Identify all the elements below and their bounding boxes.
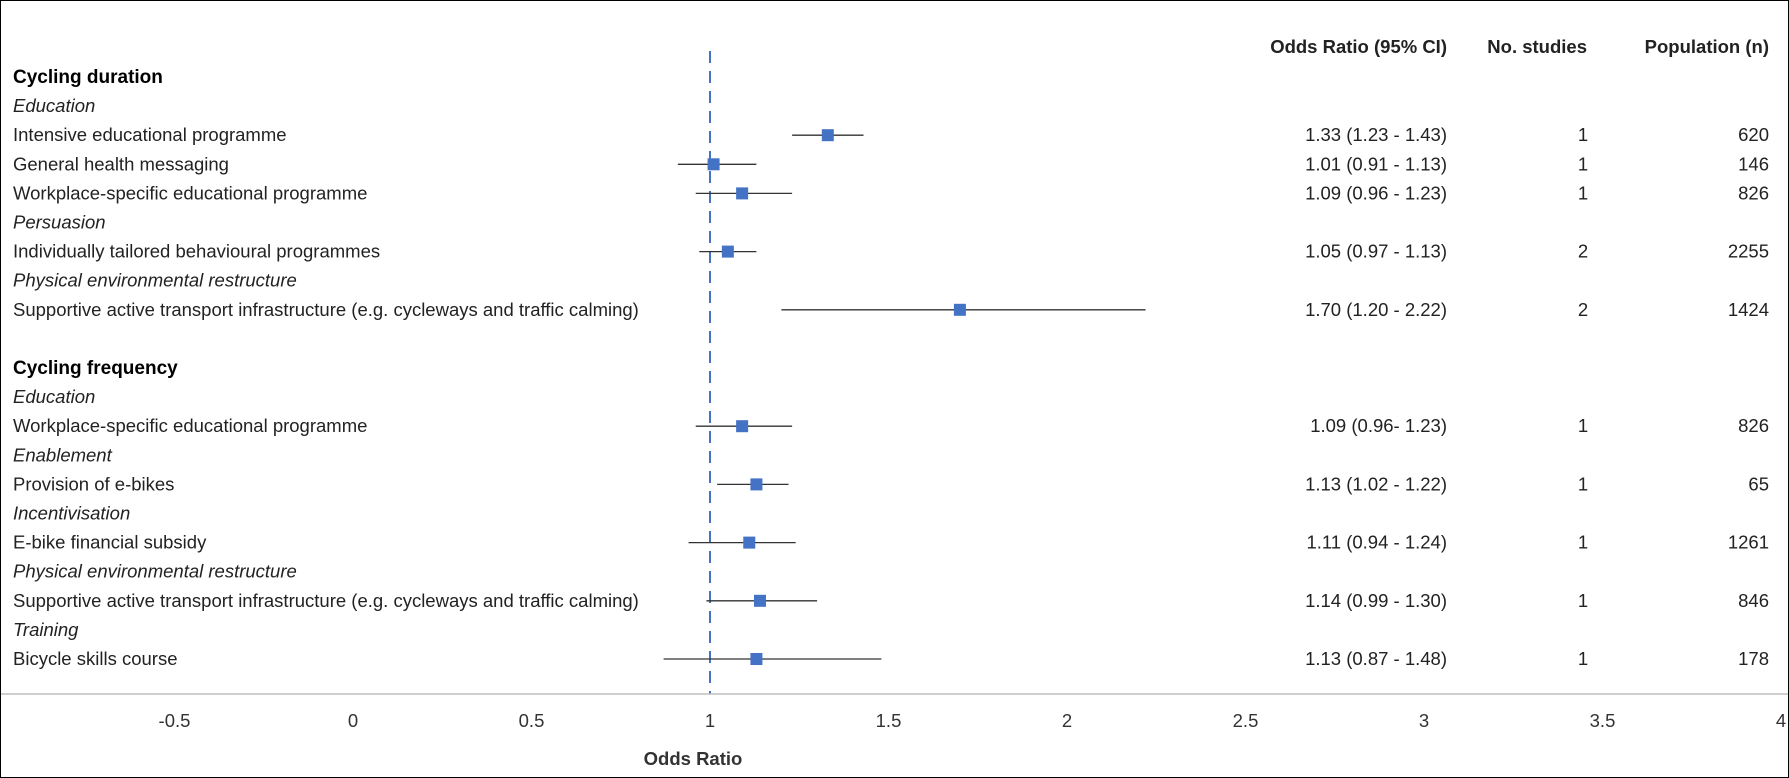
population-count: 826 [1738, 182, 1769, 203]
row-label: General health messaging [13, 153, 229, 174]
odds-ratio-marker [953, 303, 966, 316]
population-count: 178 [1738, 648, 1769, 669]
studies-count: 1 [1578, 648, 1588, 669]
x-tick-label: 2.5 [1233, 710, 1259, 731]
studies-count: 1 [1578, 532, 1588, 553]
row-label: Intensive educational programme [13, 124, 287, 145]
population-count: 826 [1738, 415, 1769, 436]
row-label: Workplace-specific educational programme [13, 415, 367, 436]
odds-ratio-marker [707, 158, 720, 171]
group-heading: Cycling frequency [13, 358, 178, 379]
row-label: Provision of e-bikes [13, 473, 174, 494]
odds-ratio-marker [753, 594, 766, 607]
odds-ratio-marker [821, 129, 834, 142]
x-tick-label: 0 [348, 710, 358, 731]
odds-ratio-ci: 1.05 (0.97 - 1.13) [1305, 241, 1447, 262]
x-axis-title: Odds Ratio [644, 748, 743, 769]
row-label: Bicycle skills course [13, 648, 178, 669]
category-label: Physical environmental restructure [13, 270, 297, 291]
category-label: Incentivisation [13, 503, 130, 524]
studies-count: 1 [1578, 124, 1588, 145]
category-label: Training [13, 619, 79, 640]
row-label: Workplace-specific educational programme [13, 182, 367, 203]
category-label: Education [13, 95, 95, 116]
plot-marks [663, 51, 1146, 694]
odds-ratio-ci: 1.33 (1.23 - 1.43) [1305, 124, 1447, 145]
category-label: Physical environmental restructure [13, 561, 297, 582]
odds-ratio-ci: 1.70 (1.20 - 2.22) [1305, 299, 1447, 320]
studies-count: 1 [1578, 473, 1588, 494]
row-label: Supportive active transport infrastructu… [13, 299, 639, 320]
studies-count: 1 [1578, 415, 1588, 436]
studies-count: 2 [1578, 241, 1588, 262]
table-rows: Cycling duration Education Intensive educa… [13, 67, 1769, 669]
row-label: E-bike financial subsidy [13, 532, 207, 553]
population-count: 620 [1738, 124, 1769, 145]
header-population: Population (n) [1645, 36, 1769, 57]
header-no-studies: No. studies [1487, 36, 1587, 57]
studies-count: 2 [1578, 299, 1588, 320]
population-count: 1424 [1728, 299, 1769, 320]
studies-count: 1 [1578, 182, 1588, 203]
odds-ratio-ci: 1.01 (0.91 - 1.13) [1305, 153, 1447, 174]
studies-count: 1 [1578, 153, 1588, 174]
odds-ratio-marker [750, 653, 763, 665]
x-tick-label: 1.5 [876, 710, 902, 731]
row-label: Supportive active transport infrastructu… [13, 590, 639, 611]
odds-ratio-ci: 1.11 (0.94 - 1.24) [1306, 532, 1447, 553]
x-tick-label: -0.5 [159, 710, 191, 731]
population-count: 846 [1738, 590, 1769, 611]
category-label: Enablement [13, 444, 113, 465]
odds-ratio-ci: 1.09 (0.96 - 1.23) [1305, 182, 1447, 203]
population-count: 146 [1738, 153, 1769, 174]
odds-ratio-marker [743, 536, 756, 549]
x-tick-label: 2 [1062, 710, 1072, 731]
category-label: Education [13, 386, 95, 407]
header-odds-ratio: Odds Ratio (95% CI) [1270, 36, 1447, 57]
category-label: Persuasion [13, 212, 106, 233]
column-headers: Odds Ratio (95% CI) No. studies Populati… [1270, 36, 1769, 57]
odds-ratio-marker [736, 420, 749, 433]
odds-ratio-ci: 1.13 (0.87 - 1.48) [1305, 648, 1447, 669]
odds-ratio-marker [721, 245, 734, 258]
group-heading: Cycling duration [13, 67, 163, 88]
odds-ratio-ci: 1.09 (0.96- 1.23) [1310, 415, 1447, 436]
odds-ratio-marker [736, 187, 749, 200]
odds-ratio-ci: 1.13 (1.02 - 1.22) [1305, 473, 1447, 494]
x-tick-label: 0.5 [519, 710, 545, 731]
x-tick-label: 3.5 [1590, 710, 1616, 731]
x-tick-label: 4 [1776, 710, 1786, 731]
population-count: 1261 [1728, 532, 1769, 553]
x-tick-label: 1 [705, 710, 715, 731]
studies-count: 1 [1578, 590, 1588, 611]
x-tick-label: 3 [1419, 710, 1429, 731]
x-axis-ticks: -0.5 0 0.5 1 1.5 2 2.5 3 3.5 4 [159, 710, 1787, 731]
population-count: 65 [1748, 473, 1769, 494]
row-label: Individually tailored behavioural progra… [13, 241, 380, 262]
population-count: 2255 [1728, 241, 1769, 262]
odds-ratio-marker [750, 478, 763, 491]
odds-ratio-ci: 1.14 (0.99 - 1.30) [1305, 590, 1447, 611]
